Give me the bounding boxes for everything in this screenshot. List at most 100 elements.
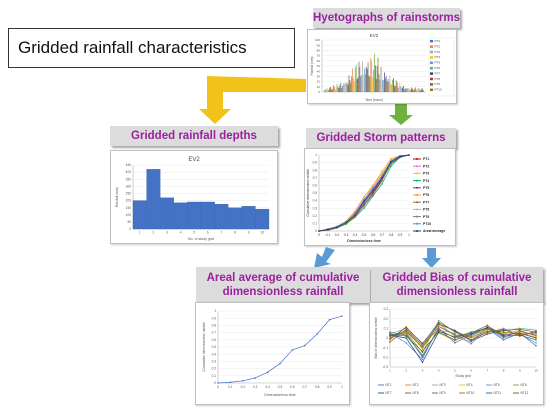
depth-bar xyxy=(187,201,202,230)
legend-label: NT8 xyxy=(413,391,419,395)
rain-bar xyxy=(416,90,418,92)
y-tick-label: 0.1 xyxy=(313,222,318,226)
series-line xyxy=(217,315,343,384)
y-tick-label: 450 xyxy=(126,163,132,167)
x-tick-label: 0.4 xyxy=(265,385,270,389)
rain-bar xyxy=(400,86,402,92)
legend-marker xyxy=(416,222,418,225)
series-point xyxy=(437,328,440,331)
y-tick-label: 20 xyxy=(317,80,321,84)
legend-label: NT12 xyxy=(521,391,529,395)
rain-bar xyxy=(406,88,408,92)
bias-chart: -0.3 -0.2 -0.1 0 0.1 0.2 0.3 1 2 3 4 5 6 7 8 9 10 Study g… xyxy=(374,307,538,395)
legend-label: NT6 xyxy=(521,383,527,387)
label-rainfall-depths: Gridded rainfall depths xyxy=(110,126,278,146)
legend-marker xyxy=(416,179,418,182)
rain-bar xyxy=(374,53,375,92)
y-tick-label: 250 xyxy=(126,192,132,196)
rain-bar xyxy=(325,89,327,92)
y-tick-label: 350 xyxy=(126,177,132,181)
legend-swatch xyxy=(430,56,433,59)
legend-marker xyxy=(416,165,418,168)
x-tick-label: 0.5 xyxy=(362,233,367,237)
blue-arrow-left xyxy=(314,247,335,268)
series-point xyxy=(437,330,440,333)
series-point xyxy=(421,348,424,351)
rain-bar xyxy=(385,76,387,92)
rain-bar xyxy=(404,89,405,92)
series-point xyxy=(421,354,424,357)
rain-bar xyxy=(414,89,415,92)
depth-bar xyxy=(146,169,161,230)
series-point xyxy=(372,195,374,197)
rain-bar xyxy=(383,80,384,92)
series-line xyxy=(389,327,537,353)
legend-box xyxy=(428,37,455,97)
rain-bar xyxy=(330,87,332,92)
y-tick-label: -0.2 xyxy=(383,355,389,359)
series-point xyxy=(421,344,424,347)
rain-bar xyxy=(421,88,423,92)
rain-bar xyxy=(377,57,379,92)
rain-bar xyxy=(402,87,403,92)
y-axis-label: Rainfall (mm) xyxy=(115,187,119,207)
series-point xyxy=(389,338,391,340)
x-tick-label: 8 xyxy=(503,369,505,373)
series-point xyxy=(354,210,356,213)
x-tick-label: 0.2 xyxy=(241,385,246,389)
series-point xyxy=(389,335,391,337)
legend-label: PT8 xyxy=(423,208,429,212)
rain-bar xyxy=(353,78,354,92)
rain-bar xyxy=(355,64,357,92)
label-bias: Gridded Bias of cumulative dimensionless… xyxy=(371,267,543,303)
series-point xyxy=(217,382,219,384)
x-tick-label: 0.8 xyxy=(315,385,320,389)
rain-bar xyxy=(342,85,343,92)
rain-bar xyxy=(382,79,383,92)
rain-bar xyxy=(384,72,385,92)
rain-bar xyxy=(360,76,362,92)
rain-bar xyxy=(365,67,367,92)
legend-label: PT7 xyxy=(423,200,429,204)
series-point xyxy=(390,161,392,163)
series-point xyxy=(535,339,537,341)
storm-patterns-chart: 0 0.1 0.2 0.3 0.4 0.5 0.6 0.7 0.8 0.9 1 0 0.1 0.2 0.3 0… xyxy=(306,153,445,243)
y-tick-label: 200 xyxy=(126,199,132,203)
chart-title: EV2 xyxy=(370,33,379,38)
rain-bar xyxy=(346,82,348,92)
series-point xyxy=(405,328,408,331)
y-axis-label: Cumulative dimensionless rainfall xyxy=(306,169,310,217)
y-tick-label: 0.1 xyxy=(384,326,389,330)
rain-bar xyxy=(393,78,394,92)
y-tick-label: 0 xyxy=(214,381,216,385)
rain-bar xyxy=(357,77,359,92)
series-point xyxy=(470,340,472,342)
legend-label: PT4 xyxy=(435,55,441,59)
rain-bar xyxy=(371,61,373,92)
series-point xyxy=(372,186,374,189)
y-tick-label: 0.1 xyxy=(212,374,217,378)
legend-label: PT9 xyxy=(435,82,441,86)
rain-bar xyxy=(358,61,360,92)
rain-bar xyxy=(359,67,361,92)
x-tick-label: 1 xyxy=(408,233,410,237)
y-tick-label: 0.3 xyxy=(384,307,389,311)
series-point xyxy=(470,343,472,345)
rain-bar xyxy=(345,82,347,92)
series-point xyxy=(363,196,365,198)
legend-label: PT7 xyxy=(435,71,441,75)
series-point xyxy=(454,342,456,344)
x-tick-label: 0.6 xyxy=(290,385,295,389)
series-point xyxy=(454,330,456,333)
rain-bar xyxy=(413,90,414,92)
legend-label: NT7 xyxy=(386,391,392,395)
x-tick-label: 0.8 xyxy=(389,233,394,237)
series-point xyxy=(381,174,383,177)
legend-marker xyxy=(416,201,418,204)
y-tick-label: 0.3 xyxy=(313,206,318,210)
rain-bar xyxy=(335,87,337,92)
rain-bar xyxy=(370,58,372,92)
legend-marker xyxy=(416,194,418,196)
series-point xyxy=(502,335,505,337)
